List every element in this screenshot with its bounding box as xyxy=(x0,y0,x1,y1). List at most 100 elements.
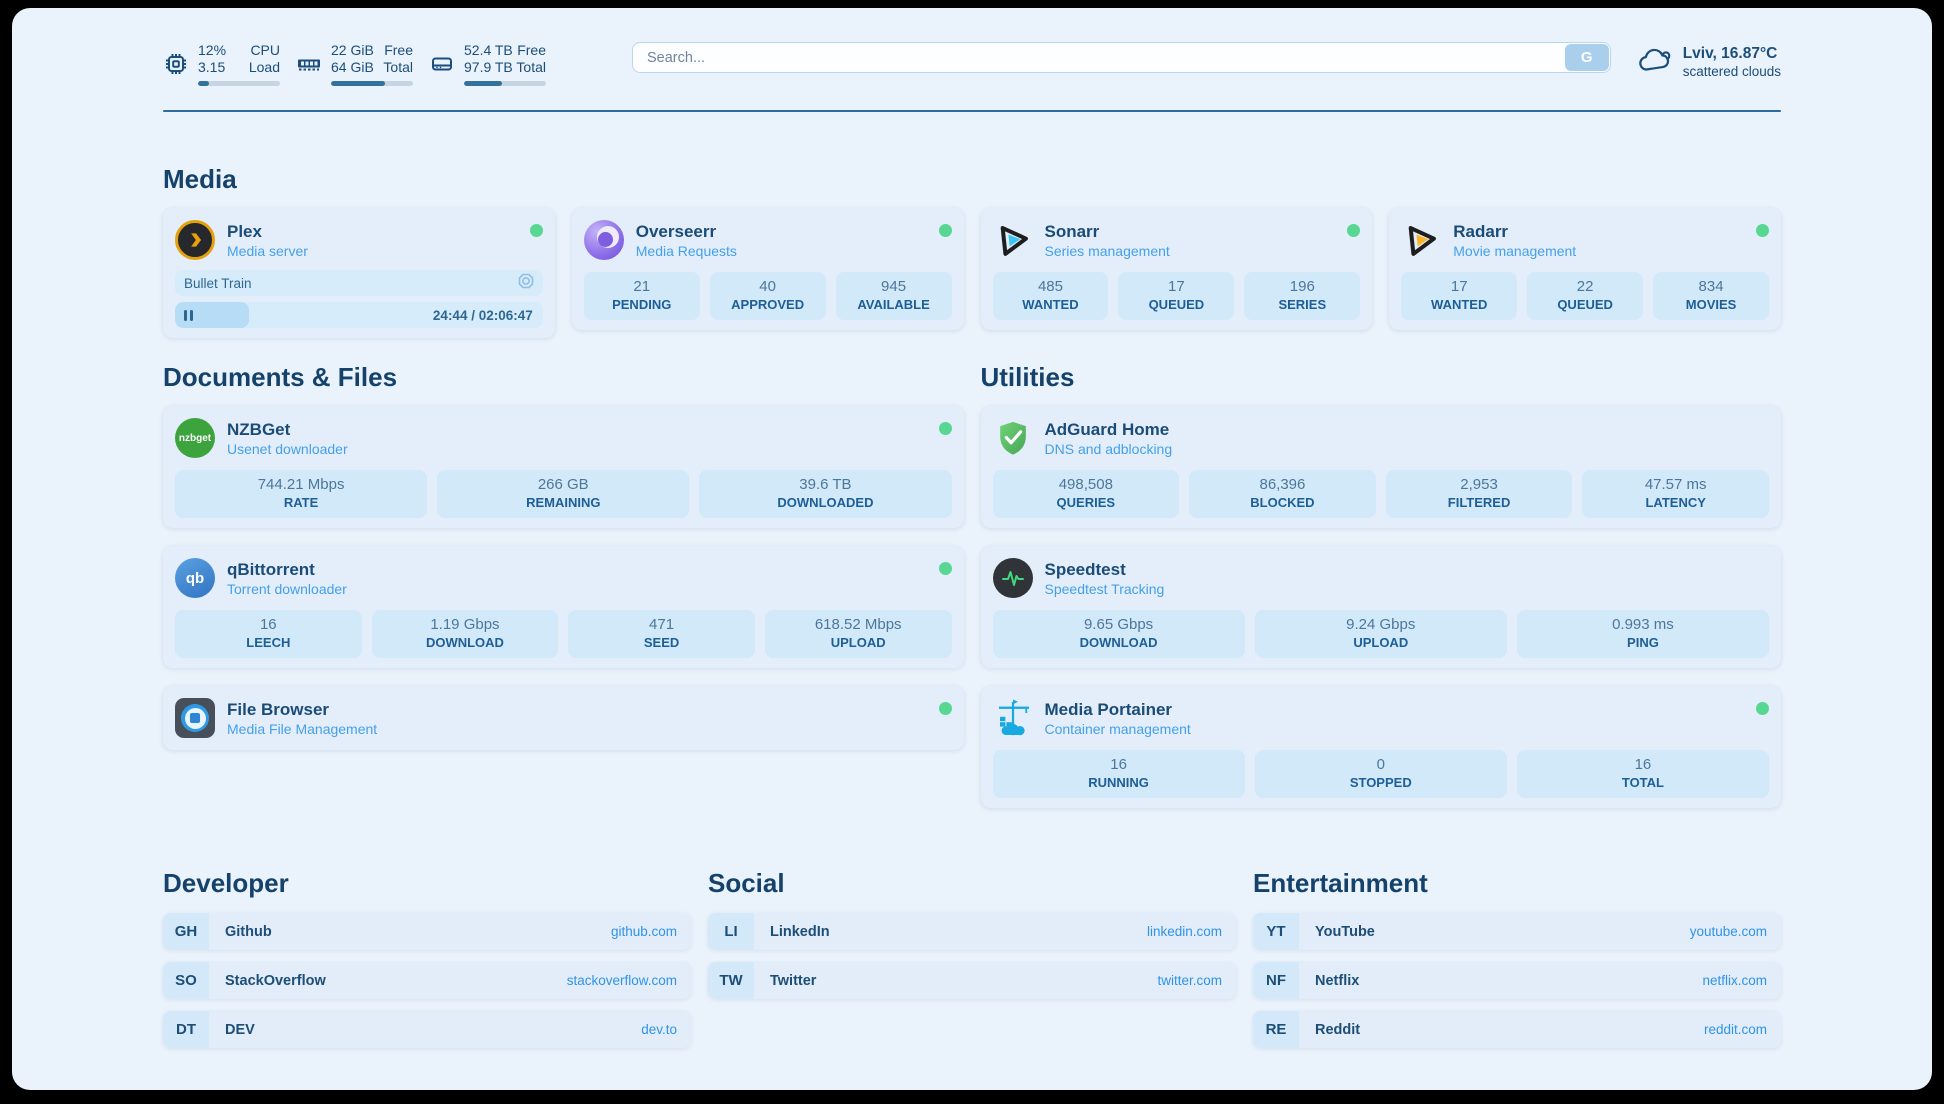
status-online-dot xyxy=(1756,224,1769,237)
qbittorrent-icon: qb xyxy=(175,558,215,598)
service-name: Speedtest xyxy=(1044,559,1126,579)
bookmark-abbr: DT xyxy=(163,1011,209,1048)
playback-time: 24:44 / 02:06:47 xyxy=(432,307,533,323)
section-title-documents: Documents & Files xyxy=(163,362,398,392)
stat-ping: 0.993 ms PING xyxy=(1516,610,1770,658)
service-card-filebrowser[interactable]: File Browser Media File Management xyxy=(163,686,964,750)
sonarr-icon xyxy=(993,220,1033,260)
stat-label: WANTED xyxy=(1431,297,1488,312)
bookmark-abbr: SO xyxy=(163,962,209,999)
section-utilities: Utilities AdGuard Home D xyxy=(980,362,1781,808)
bookmarks-developer: Developer GH Github github.com SO StackO… xyxy=(163,868,691,1048)
stat-value: 2,953 xyxy=(1460,476,1498,493)
stat-label: AVAILABLE xyxy=(857,297,930,312)
bookmark-name: LinkedIn xyxy=(770,923,830,940)
stat-approved: 40 APPROVED xyxy=(709,272,826,320)
cpu-widget: 12% CPU 3.15 Load xyxy=(163,42,280,86)
stat-value: 22 xyxy=(1576,278,1594,295)
resource-widgets: 12% CPU 3.15 Load 22 GiB Free 64 GiB T xyxy=(163,42,546,86)
bookmark-reddit[interactable]: RE Reddit reddit.com xyxy=(1253,1011,1781,1048)
cpu-usage-label: CPU xyxy=(250,42,280,58)
service-card-overseerr[interactable]: Overseerr Media Requests 21 PENDING 40 A… xyxy=(571,208,964,330)
bookmark-linkedin[interactable]: LI LinkedIn linkedin.com xyxy=(708,913,1236,950)
memory-total-label: Total xyxy=(383,59,413,75)
cpu-load-label: Load xyxy=(248,59,280,75)
status-online-dot xyxy=(938,224,952,237)
bookmark-twitter[interactable]: TW Twitter twitter.com xyxy=(708,962,1236,999)
stat-blocked: 86,396 BLOCKED xyxy=(1189,470,1376,518)
stat-label: UPLOAD xyxy=(830,635,886,650)
bookmark-youtube[interactable]: YT YouTube youtube.com xyxy=(1253,913,1781,950)
bookmark-dev[interactable]: DT DEV dev.to xyxy=(163,1011,691,1048)
bookmark-domain: dev.to xyxy=(641,1022,677,1037)
dashboard-screen: 12% CPU 3.15 Load 22 GiB Free 64 GiB T xyxy=(12,8,1932,1090)
service-card-adguard[interactable]: AdGuard Home DNS and adblocking 498,508 … xyxy=(980,406,1781,528)
stat-value: 16 xyxy=(1634,756,1652,773)
stat-value: 1.19 Gbps xyxy=(430,616,500,633)
stat-pending: 21 PENDING xyxy=(583,272,700,320)
bookmark-domain: github.com xyxy=(610,924,677,939)
cpu-chip-icon xyxy=(163,51,189,77)
service-description: Media File Management xyxy=(227,720,378,737)
stat-latency: 47.57 ms LATENCY xyxy=(1582,470,1769,518)
service-name: Plex xyxy=(227,221,262,241)
status-online-dot xyxy=(938,422,952,435)
stat-upload: 9.24 Gbps UPLOAD xyxy=(1254,610,1507,658)
service-description: Torrent downloader xyxy=(227,580,347,597)
stat-stopped: 0 STOPPED xyxy=(1254,750,1507,798)
stat-value: 47.57 ms xyxy=(1644,476,1707,493)
bookmark-domain: reddit.com xyxy=(1703,1022,1767,1037)
service-name: Sonarr xyxy=(1044,221,1100,241)
stat-value: 17 xyxy=(1168,278,1185,295)
status-online-dot xyxy=(938,562,952,575)
bookmark-name: YouTube xyxy=(1315,923,1375,940)
stat-label: WANTED xyxy=(1022,297,1079,312)
stat-seed: 471 SEED xyxy=(568,610,755,658)
search-provider-button[interactable]: G xyxy=(1564,44,1609,71)
stat-value: 9.24 Gbps xyxy=(1346,616,1416,633)
service-card-nzbget[interactable]: nzbget NZBGet Usenet downloader 744.21 M… xyxy=(163,406,964,528)
disk-icon xyxy=(429,51,455,77)
stat-running: 16 RUNNING xyxy=(992,750,1245,798)
service-card-sonarr[interactable]: Sonarr Series management 485 WANTED 17 Q… xyxy=(980,208,1373,330)
stat-series: 196 SERIES xyxy=(1244,272,1361,320)
stat-value: 39.6 TB xyxy=(799,476,852,493)
now-playing-row: Bullet Train xyxy=(175,270,543,296)
service-card-plex[interactable]: Plex Media server Bullet Train xyxy=(163,208,555,338)
stat-download: 1.19 Gbps DOWNLOAD xyxy=(371,610,559,658)
bookmark-name: Github xyxy=(225,923,272,940)
service-name: NZBGet xyxy=(227,419,291,439)
service-name: Radarr xyxy=(1453,221,1509,241)
disk-progress-bar xyxy=(464,81,546,86)
stat-value: 9.65 Gbps xyxy=(1083,616,1154,633)
service-description: Usenet downloader xyxy=(227,440,348,457)
plex-icon xyxy=(175,220,215,260)
service-card-portainer[interactable]: Media Portainer Container management 16 … xyxy=(980,686,1781,808)
portainer-icon xyxy=(993,698,1033,738)
bookmark-github[interactable]: GH Github github.com xyxy=(163,913,691,950)
status-online-dot xyxy=(1347,224,1361,237)
nzbget-icon-text: nzbget xyxy=(178,432,212,444)
stat-label: SEED xyxy=(643,635,680,650)
stat-label: QUEUED xyxy=(1148,297,1205,312)
overseerr-icon xyxy=(583,220,624,260)
service-card-radarr[interactable]: Radarr Movie management 17 WANTED 22 QUE… xyxy=(1389,208,1781,330)
bookmark-name: Reddit xyxy=(1315,1021,1361,1038)
stat-label: FILTERED xyxy=(1447,495,1511,510)
stat-value: 618.52 Mbps xyxy=(814,616,902,633)
disk-total-label: Total xyxy=(516,59,546,75)
stat-total: 16 TOTAL xyxy=(1516,750,1770,798)
service-card-qbittorrent[interactable]: qb qBittorrent Torrent downloader 16 LEE… xyxy=(163,546,964,668)
weather-condition: scattered clouds xyxy=(1682,64,1781,79)
stat-label: RUNNING xyxy=(1088,775,1149,790)
section-media: Media Plex Media server Bullet Train xyxy=(163,164,1781,338)
stat-label: LEECH xyxy=(246,635,291,650)
bookmark-stackoverflow[interactable]: SO StackOverflow stackoverflow.com xyxy=(163,962,691,999)
service-card-speedtest[interactable]: Speedtest Speedtest Tracking 9.65 Gbps D… xyxy=(980,546,1781,668)
bookmark-netflix[interactable]: NF Netflix netflix.com xyxy=(1253,962,1781,999)
search-input[interactable] xyxy=(632,42,1611,73)
memory-free-label: Free xyxy=(384,42,413,58)
cloud-icon xyxy=(1637,45,1673,80)
section-title-utilities: Utilities xyxy=(980,362,1075,392)
bookmark-domain: stackoverflow.com xyxy=(566,973,677,988)
